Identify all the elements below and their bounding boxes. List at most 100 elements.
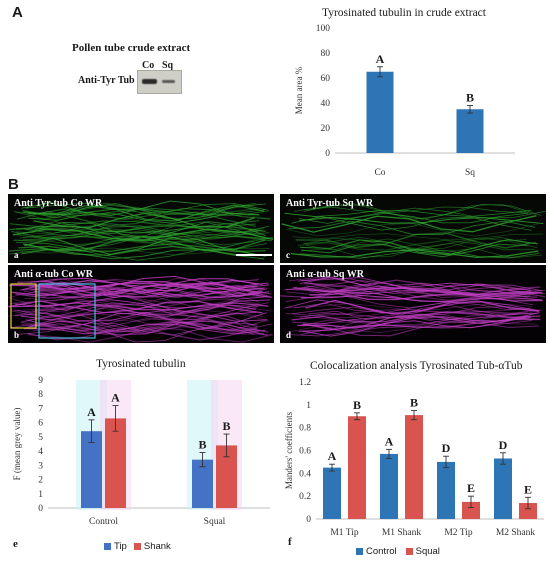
fiber-strand bbox=[13, 228, 274, 242]
significance-letter: A bbox=[328, 449, 337, 463]
fiber-strand bbox=[24, 293, 260, 305]
fiber-strand bbox=[10, 321, 265, 335]
bar bbox=[366, 71, 394, 153]
fiber-strand bbox=[24, 223, 256, 235]
fiber-strand bbox=[13, 235, 255, 246]
micrograph-b-letter: b bbox=[14, 330, 20, 340]
fiber-strand bbox=[308, 304, 533, 320]
blot-band-sq bbox=[162, 80, 175, 83]
significance-letter: B bbox=[198, 438, 206, 452]
category-label: M2 Tip bbox=[444, 528, 473, 537]
legend-label-control: Control bbox=[366, 546, 397, 557]
fiber-strand bbox=[10, 288, 263, 296]
panel-letter-f: f bbox=[288, 536, 292, 548]
fiber-strand bbox=[284, 209, 532, 217]
micrograph-b: Anti α-tub Co WR b bbox=[8, 265, 274, 343]
fiber-strand bbox=[23, 323, 266, 335]
fiber-strand bbox=[301, 243, 528, 258]
significance-letter: B bbox=[410, 396, 418, 410]
y-tick-label: 0.8 bbox=[299, 424, 311, 434]
fiber-strand bbox=[29, 277, 257, 288]
y-tick-label: 4 bbox=[38, 447, 43, 457]
micrograph-a-letter: a bbox=[14, 250, 19, 260]
fiber-strand bbox=[18, 243, 266, 253]
fiber-strand bbox=[309, 279, 541, 295]
fiber-strand bbox=[286, 223, 538, 237]
micrograph-c-label: Anti Tyr-tub Sq WR bbox=[286, 198, 374, 209]
legend-swatch-shank bbox=[133, 543, 141, 550]
fiber-strand bbox=[21, 204, 255, 216]
y-tick-label: 2 bbox=[38, 476, 43, 486]
fiber-strand bbox=[32, 326, 273, 336]
fiber-strand bbox=[20, 247, 270, 256]
bar bbox=[494, 458, 512, 519]
fiber-strand bbox=[302, 312, 540, 331]
legend-swatch-control bbox=[356, 548, 363, 555]
chart-f-legend: Control Squal bbox=[356, 546, 440, 557]
fiber-strand bbox=[287, 303, 532, 311]
chart-f-title: Colocalization analysis Tyrosinated Tub-… bbox=[310, 360, 523, 372]
bar bbox=[348, 416, 366, 519]
y-tick-label: 8 bbox=[38, 390, 43, 400]
fiber-strand bbox=[285, 307, 531, 317]
fiber-strand bbox=[8, 245, 271, 256]
fiber-strand bbox=[299, 276, 546, 298]
blot-title: Pollen tube crude extract bbox=[72, 42, 191, 54]
fiber-strand bbox=[298, 277, 542, 292]
y-axis-label: Manders' coefficients bbox=[284, 411, 294, 489]
legend-label-tip: Tip bbox=[114, 541, 127, 552]
significance-letter: A bbox=[111, 391, 120, 405]
fiber-strand bbox=[280, 291, 538, 303]
fiber-strand bbox=[299, 217, 544, 225]
y-tick-label: 0.6 bbox=[299, 447, 311, 457]
significance-letter: B bbox=[353, 398, 361, 412]
y-tick-label: 80 bbox=[321, 49, 331, 59]
chart-f-svg: Manders' coefficients 0 0.2 0.4 0.6 0.8 1 1.2 A B… bbox=[284, 378, 544, 537]
micrograph-d-fibers bbox=[280, 276, 546, 337]
legend-label-shank: Shank bbox=[143, 541, 171, 552]
category-label: Squal bbox=[204, 517, 226, 527]
category-label: Co bbox=[374, 168, 385, 178]
fiber-strand bbox=[24, 237, 255, 255]
fiber-strand bbox=[32, 321, 258, 336]
blot-antibody-label: Anti-Tyr Tub bbox=[78, 75, 135, 86]
bar bbox=[216, 445, 237, 508]
scale-bar bbox=[236, 254, 272, 256]
bar bbox=[323, 467, 341, 519]
micrograph-d-letter: d bbox=[286, 330, 292, 340]
fiber-strand bbox=[287, 320, 537, 333]
fiber-strand bbox=[297, 316, 531, 329]
fiber-strand bbox=[27, 327, 273, 343]
blot-lane-co: Co bbox=[142, 60, 155, 71]
y-tick-label: 1 bbox=[38, 490, 43, 500]
y-tick-label: 5 bbox=[38, 433, 43, 443]
fiber-strand bbox=[22, 207, 270, 217]
fiber-strand bbox=[11, 225, 270, 239]
significance-letter: B bbox=[222, 419, 230, 433]
y-tick-label: 0 bbox=[38, 504, 43, 514]
fiber-strand bbox=[8, 300, 263, 314]
bar bbox=[192, 459, 213, 508]
panel-letter-a: A bbox=[12, 4, 23, 21]
fiber-strand bbox=[23, 284, 255, 298]
blot-band-co bbox=[142, 79, 157, 84]
micrograph-c-fibers bbox=[281, 203, 546, 259]
y-tick-label: 7 bbox=[38, 404, 43, 414]
micrograph-a: Anti Tyr-tub Co WR a bbox=[8, 194, 274, 263]
fiber-strand bbox=[300, 321, 539, 337]
fiber-strand bbox=[23, 306, 273, 315]
fiber-strand bbox=[27, 204, 265, 222]
shank-roi-box bbox=[38, 283, 96, 339]
fiber-strand bbox=[299, 238, 538, 256]
fiber-strand bbox=[31, 303, 260, 319]
fiber-strand bbox=[292, 312, 536, 325]
micrograph-b-fibers bbox=[8, 275, 273, 343]
significance-letter: A bbox=[87, 405, 96, 419]
y-tick-label: 0 bbox=[325, 149, 330, 159]
bar bbox=[380, 453, 398, 519]
chart-e-legend: Tip Shank bbox=[104, 541, 171, 552]
y-tick-label: 9 bbox=[38, 376, 43, 386]
fiber-strand bbox=[17, 302, 269, 318]
fiber-strand bbox=[303, 236, 529, 250]
chart-e-title: Tyrosinated tubulin bbox=[96, 358, 186, 370]
